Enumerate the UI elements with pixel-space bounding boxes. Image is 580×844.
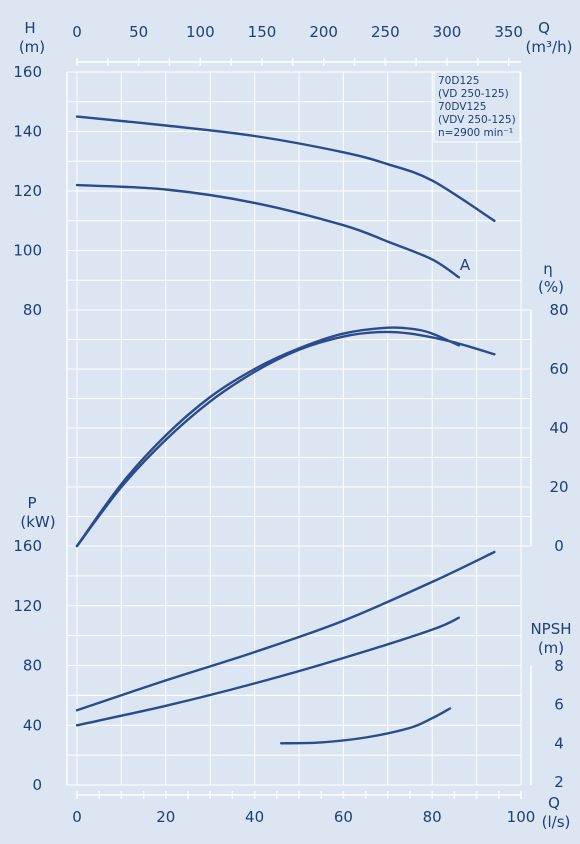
eta-axis-unit: (%)	[538, 278, 564, 296]
bottom-axis-tick-label: 60	[334, 808, 353, 826]
top-flow-symbol: Q	[538, 19, 550, 37]
power-curve-6	[75, 616, 460, 727]
curve-label-a: A	[460, 256, 471, 274]
npsh-curve-7	[280, 707, 452, 745]
eta-axis-symbol: η	[543, 260, 553, 278]
head-curve-2	[75, 183, 460, 279]
top-axis-tick-label: 0	[72, 23, 82, 41]
legend-box: 70D125 (VD 250-125) 70DV125 (VDV 250-125…	[433, 71, 521, 143]
bottom-axis-tick-label: 0	[72, 808, 82, 826]
power-axis-tick-label: 80	[23, 657, 42, 675]
head-axis-tick-label: 80	[23, 301, 42, 319]
power-axis-tick-label: 40	[23, 716, 42, 734]
legend-line-5: n=2900 min⁻¹	[438, 127, 513, 139]
axes	[66, 58, 532, 799]
power-axis-tick-label: 120	[13, 597, 42, 615]
eta-axis-tick-label: 40	[549, 419, 568, 437]
legend-line-2: (VD 250-125)	[438, 88, 509, 100]
power-axis-symbol: P	[27, 494, 36, 512]
power-axis-tick-label: 0	[32, 776, 42, 794]
eta-axis-tick-label: 80	[549, 301, 568, 319]
npsh-axis-tick-label: 8	[554, 657, 564, 675]
bottom-flow-symbol: Q	[548, 794, 560, 812]
top-flow-unit: (m³/h)	[526, 38, 573, 56]
curves	[75, 115, 496, 745]
top-axis-tick-label: 50	[129, 23, 148, 41]
head-curve-1	[75, 115, 496, 222]
top-axis-tick-label: 100	[186, 23, 215, 41]
legend-line-3: 70DV125	[438, 101, 487, 113]
npsh-axis-tick-label: 4	[554, 734, 564, 752]
bottom-axis-tick-label: 100	[507, 808, 536, 826]
eta-axis-tick-label: 20	[549, 478, 568, 496]
top-axis-tick-label: 150	[248, 23, 277, 41]
head-axis-tick-label: 100	[13, 242, 42, 260]
top-axis-tick-label: 300	[433, 23, 462, 41]
eff-curve-4	[75, 326, 460, 548]
eta-axis-tick-label: 60	[549, 360, 568, 378]
head-axis-tick-label: 120	[13, 182, 42, 200]
head-axis-unit: (m)	[19, 38, 45, 56]
npsh-axis-tick-label: 6	[554, 696, 564, 714]
bottom-flow-unit: (l/s)	[542, 813, 571, 831]
legend-line-1: 70D125	[438, 75, 480, 87]
power-axis-unit: (kW)	[20, 513, 55, 531]
eta-axis-tick-label: 0	[554, 537, 564, 555]
power-curve-5	[75, 550, 496, 712]
npsh-axis-tick-label: 2	[554, 773, 564, 791]
head-axis-tick-label: 140	[13, 123, 42, 141]
legend-line-4: (VDV 250-125)	[438, 114, 516, 126]
npsh-axis-symbol: NPSH	[530, 620, 571, 638]
top-axis-tick-label: 350	[494, 23, 523, 41]
head-axis-symbol: H	[24, 19, 35, 37]
head-axis-tick-label: 160	[13, 63, 42, 81]
top-axis-tick-label: 250	[371, 23, 400, 41]
top-axis-tick-label: 200	[309, 23, 338, 41]
power-axis-tick-label: 160	[13, 537, 42, 555]
eff-curve-3	[75, 330, 496, 548]
bottom-axis-tick-label: 20	[156, 808, 175, 826]
bottom-axis-tick-label: 80	[423, 808, 442, 826]
bottom-axis-tick-label: 40	[245, 808, 264, 826]
npsh-axis-unit: (m)	[538, 639, 564, 657]
